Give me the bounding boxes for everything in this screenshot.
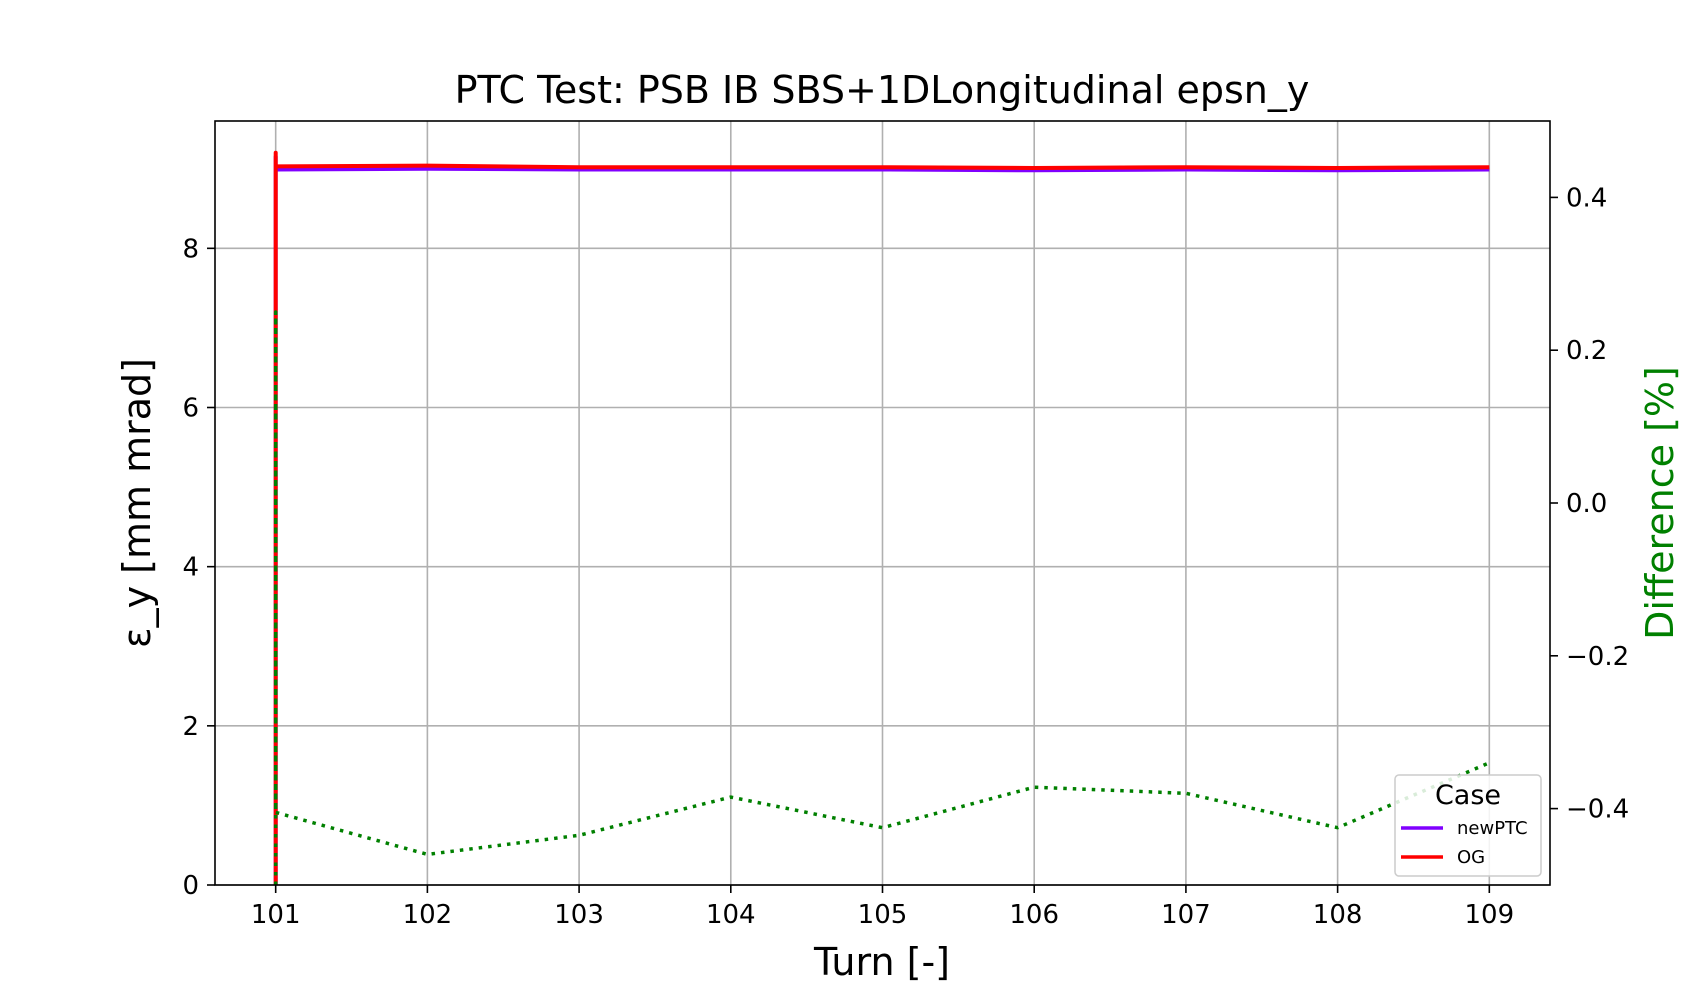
chart-title: PTC Test: PSB IB SBS+1DLongitudinal epsn… xyxy=(455,68,1310,112)
axis-ticks: 101 102 103 104 105 106 107 108 109 0 2 4 6 8 −0.4 −0.2… xyxy=(182,183,1629,930)
y-tick-label: 8 xyxy=(182,234,199,264)
y2-tick-label: −0.2 xyxy=(1566,642,1629,672)
y-axis-label: ε_y [mm mrad] xyxy=(115,358,159,648)
y2-axis-label: Difference [%] xyxy=(1638,366,1682,640)
series-line-og xyxy=(273,150,1490,885)
legend-title: Case xyxy=(1435,780,1501,811)
legend-box xyxy=(1394,774,1542,877)
x-tick-label: 108 xyxy=(1313,900,1363,930)
x-tick-label: 105 xyxy=(858,900,908,930)
y2-tick-label: −0.4 xyxy=(1566,795,1629,825)
x-tick-label: 107 xyxy=(1161,900,1211,930)
data-lines xyxy=(273,150,1490,885)
legend-label-newptc: newPTC xyxy=(1457,818,1528,839)
y2-tick-label: 0.0 xyxy=(1566,489,1607,519)
x-tick-label: 106 xyxy=(1009,900,1059,930)
x-tick-label: 102 xyxy=(403,900,453,930)
x-axis-label: Turn [-] xyxy=(813,940,950,984)
y-tick-label: 4 xyxy=(182,553,199,583)
series-line-difference xyxy=(273,310,1490,885)
legend: Case newPTC OG xyxy=(1394,774,1542,877)
x-tick-label: 103 xyxy=(554,900,604,930)
y-tick-label: 6 xyxy=(182,394,199,424)
y2-tick-label: 0.4 xyxy=(1566,183,1607,213)
x-tick-label: 109 xyxy=(1464,900,1514,930)
y-tick-label: 2 xyxy=(182,712,199,742)
y-tick-label: 0 xyxy=(182,871,199,901)
grid xyxy=(215,121,1550,886)
x-tick-label: 101 xyxy=(251,900,301,930)
y2-tick-label: 0.2 xyxy=(1566,336,1607,366)
legend-label-og: OG xyxy=(1457,847,1485,868)
x-tick-label: 104 xyxy=(706,900,756,930)
